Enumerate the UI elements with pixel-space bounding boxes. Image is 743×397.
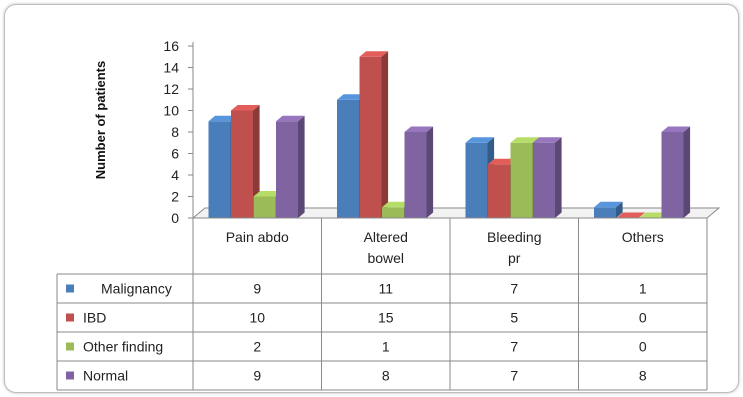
bar-top: [488, 158, 517, 165]
legend-label: Malignancy: [101, 281, 172, 297]
bar-top: [276, 115, 305, 122]
bar-top: [594, 201, 623, 208]
table-value: 8: [639, 368, 647, 384]
bar-top: [533, 137, 562, 143]
bar-top: [359, 51, 389, 57]
bar-other-finding: [639, 212, 668, 218]
y-tick-label: 6: [171, 146, 179, 162]
y-tick-label: 12: [163, 81, 179, 97]
table-value: 0: [639, 310, 647, 326]
bar-top: [208, 115, 238, 122]
legend-label: IBD: [83, 310, 106, 326]
bar-side: [683, 126, 691, 218]
x-category-label: Others: [622, 229, 664, 245]
bar-top: [510, 137, 540, 143]
table-value: 11: [378, 281, 393, 297]
bar-top: [382, 201, 411, 208]
bar-top: [616, 212, 646, 218]
bar-side: [381, 51, 389, 218]
bar-side: [253, 105, 260, 218]
legend-key-other-finding: [66, 342, 74, 351]
bar-side: [298, 115, 305, 218]
bar-front: [404, 132, 427, 218]
table-value: 7: [510, 339, 518, 355]
bar-top: [231, 105, 260, 111]
y-tick-label: 8: [171, 124, 179, 140]
table-value: 0: [639, 339, 647, 355]
bar-top: [404, 126, 434, 132]
y-tick-label: 0: [171, 210, 179, 226]
legend-label: Other finding: [83, 339, 163, 355]
legend-label: Normal: [83, 368, 128, 384]
bar-front: [253, 196, 276, 218]
bar-front: [661, 132, 684, 218]
bar-ibd: [359, 51, 389, 218]
bar-front: [510, 142, 533, 218]
y-tick-label: 16: [163, 38, 179, 54]
table-value: 5: [510, 310, 518, 326]
bar-front: [337, 99, 359, 218]
bar-top: [253, 191, 283, 197]
x-category-label: Bleeding: [487, 229, 542, 245]
chart-frame: 0 2 4 6 8 10 12 14 16 Pain abdo Altered bowel Bleed…: [4, 4, 739, 393]
bar-malignancy: [594, 201, 623, 218]
bar-front: [231, 110, 253, 218]
bar-normal: [276, 115, 305, 218]
x-category-label: pr: [508, 250, 521, 266]
bar-normal: [404, 126, 434, 218]
bar-side: [616, 201, 623, 218]
bar-ibd: [616, 212, 646, 218]
bar-side: [555, 137, 562, 218]
table-value: 15: [378, 310, 394, 326]
bar-side: [426, 126, 434, 218]
legend-key-normal: [66, 371, 74, 380]
bar-front: [359, 56, 382, 218]
y-tick-label: 10: [163, 103, 179, 119]
bar-top: [337, 94, 366, 100]
x-category-label: bowel: [367, 250, 404, 266]
table-value: 7: [510, 368, 518, 384]
table-value: 1: [382, 339, 390, 355]
bar-ibd: [231, 105, 260, 218]
bar-front: [208, 121, 231, 218]
legend-key-malignancy: [66, 284, 74, 293]
x-category-label: Pain abdo: [226, 229, 289, 245]
bar-top: [639, 212, 668, 218]
table-value: 2: [253, 339, 261, 355]
table-value: 9: [253, 281, 261, 297]
bar-front: [382, 207, 404, 218]
bar-front: [488, 164, 510, 218]
table-value: 1: [639, 281, 647, 297]
bar-front: [276, 121, 298, 218]
bar-top: [661, 126, 691, 132]
bar-normal: [661, 126, 691, 218]
table-value: 7: [510, 281, 518, 297]
y-axis-label: Number of patients: [93, 61, 108, 179]
bar-front: [465, 142, 488, 218]
table-value: 8: [382, 368, 390, 384]
y-tick-label: 2: [171, 189, 179, 205]
bar-normal: [533, 137, 562, 218]
y-tick-label: 14: [163, 60, 179, 76]
x-category-label: Altered: [364, 229, 408, 245]
bar-front: [533, 142, 555, 218]
table-value: 10: [249, 310, 265, 326]
legend-key-ibd: [66, 313, 74, 322]
bar-front: [594, 207, 616, 218]
y-tick-label: 4: [171, 167, 179, 183]
bar-top: [465, 137, 495, 143]
table-value: 9: [253, 368, 261, 384]
